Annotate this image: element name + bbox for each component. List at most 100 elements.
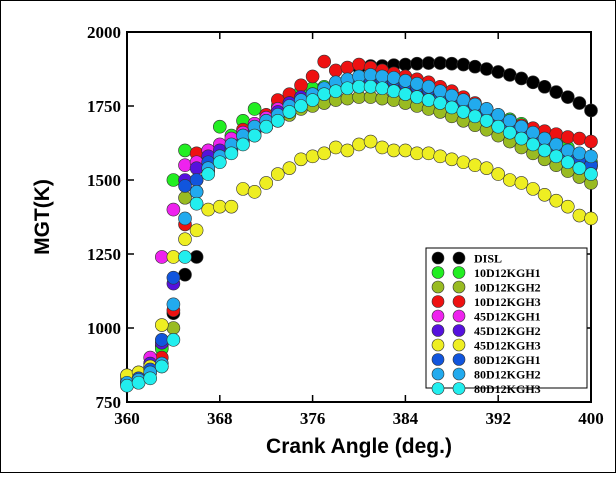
data-point	[305, 69, 320, 84]
data-point	[514, 131, 529, 146]
data-point	[224, 146, 239, 161]
data-point	[421, 146, 436, 161]
y-tick-label: 1000	[87, 319, 121, 338]
data-point	[514, 176, 529, 190]
data-point	[201, 167, 215, 181]
data-point	[213, 199, 227, 214]
data-point	[213, 119, 227, 134]
data-point	[549, 137, 564, 152]
data-point	[120, 378, 134, 393]
data-point	[305, 149, 320, 164]
data-point	[433, 149, 448, 164]
x-tick-label: 384	[393, 409, 419, 428]
legend-item: 45D12KGH3	[431, 338, 541, 353]
data-point	[584, 103, 598, 118]
data-point	[294, 99, 308, 113]
data-point	[224, 199, 239, 214]
data-point	[178, 211, 192, 226]
data-point	[178, 158, 192, 172]
data-point	[201, 202, 215, 217]
data-point	[456, 57, 471, 72]
data-point	[410, 90, 424, 104]
data-point	[572, 208, 587, 223]
y-tick-label: 1500	[87, 171, 121, 190]
data-point	[491, 65, 506, 79]
data-point	[155, 318, 169, 332]
legend-item: 80D12KGH2	[431, 368, 541, 382]
data-point	[433, 84, 448, 98]
data-point	[189, 173, 204, 187]
data-point	[572, 161, 587, 175]
y-tick-label: 750	[96, 393, 122, 412]
data-point	[421, 93, 436, 107]
data-point	[444, 100, 459, 115]
data-point	[166, 173, 181, 187]
legend-marker	[431, 324, 445, 337]
y-tick-label: 2000	[87, 23, 121, 42]
data-point	[155, 250, 169, 264]
legend-marker	[431, 251, 445, 265]
x-tick-label: 400	[578, 409, 604, 428]
legend-label: 45D12KGH1	[474, 310, 541, 324]
data-points	[120, 54, 598, 393]
data-point	[468, 158, 482, 172]
data-point	[468, 97, 482, 112]
legend-label: 10D12KGH2	[474, 281, 541, 295]
data-point	[456, 105, 471, 119]
data-point	[560, 143, 575, 158]
data-point	[294, 152, 308, 167]
legend-label: 80D12KGH3	[474, 382, 541, 396]
series-45d12kgh3	[120, 134, 598, 383]
data-point	[155, 359, 169, 374]
x-tick-label: 360	[114, 409, 140, 428]
data-point	[363, 134, 378, 149]
legend-marker	[431, 338, 445, 352]
data-point	[178, 232, 192, 246]
legend-label: 10D12KGH1	[474, 266, 541, 280]
data-point	[363, 79, 378, 94]
data-point	[236, 137, 250, 152]
data-point	[502, 114, 517, 128]
data-point	[491, 167, 506, 181]
legend-marker	[452, 295, 466, 308]
data-point	[398, 87, 413, 101]
data-point	[247, 185, 262, 199]
legend-marker	[452, 382, 466, 395]
data-point	[572, 131, 587, 146]
legend-item: 80D12KGH3	[431, 382, 541, 396]
legend-item: 10D12KGH1	[431, 266, 541, 280]
data-point	[213, 155, 227, 170]
data-point	[363, 68, 378, 82]
data-point	[305, 93, 320, 107]
x-tick-label: 392	[485, 409, 511, 428]
series-80d12kgh3	[120, 79, 598, 393]
x-tick-label: 368	[207, 409, 233, 428]
data-point	[328, 84, 343, 98]
data-point	[410, 146, 424, 161]
data-point	[421, 79, 436, 94]
data-point	[340, 81, 355, 96]
data-point	[537, 143, 552, 158]
data-point	[491, 108, 506, 122]
data-point	[584, 167, 598, 181]
data-point	[444, 152, 459, 167]
legend-label: 45D12KGH2	[474, 324, 541, 338]
data-point	[526, 182, 540, 196]
legend-label: 45D12KGH3	[474, 339, 541, 353]
legend-box	[425, 247, 588, 389]
data-point	[560, 199, 575, 214]
legend-marker	[431, 280, 445, 294]
data-point	[537, 131, 552, 146]
data-point	[479, 161, 494, 175]
legend-marker	[452, 280, 466, 294]
legend-marker	[452, 309, 466, 323]
data-point	[178, 267, 192, 282]
data-point	[549, 85, 564, 99]
data-point	[328, 63, 343, 78]
data-point	[189, 161, 204, 175]
data-point	[352, 57, 366, 72]
data-point	[259, 176, 274, 190]
data-point	[479, 62, 494, 76]
